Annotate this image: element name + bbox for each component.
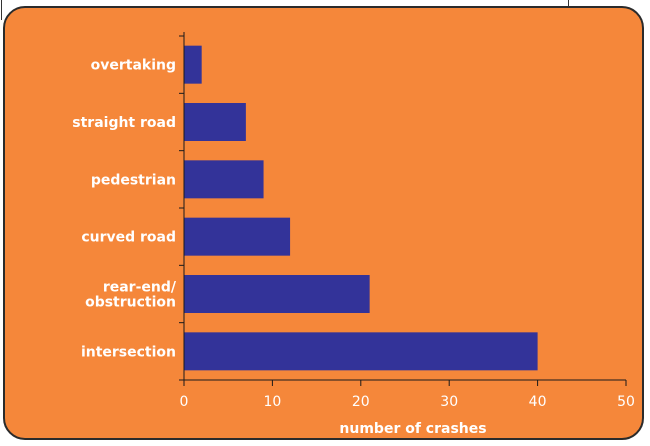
x-tick-labels: 0 10 20 30 40 50 <box>180 394 635 410</box>
category-label-5: intersection <box>81 344 176 360</box>
category-label-1: straight road <box>72 115 176 131</box>
x-tick-label-1: 10 <box>263 394 281 410</box>
page-edge-line-left <box>1 0 2 20</box>
category-label-line: pedestrian <box>91 172 176 188</box>
bar-5 <box>184 332 538 371</box>
category-label-line: straight road <box>72 115 176 131</box>
bar-1 <box>184 103 246 141</box>
x-tick-label-4: 40 <box>529 394 547 410</box>
bar-4 <box>184 275 370 313</box>
category-label-3: curved road <box>81 230 176 246</box>
x-tick-label-2: 20 <box>352 394 370 410</box>
x-tick-label-5: 50 <box>617 394 635 410</box>
category-label-0: overtaking <box>91 58 176 74</box>
x-tick-label-3: 30 <box>440 394 458 410</box>
x-tick-label-0: 0 <box>180 394 189 410</box>
x-axis <box>183 379 627 386</box>
category-label-4: rear-end/obstruction <box>85 280 177 311</box>
x-axis-title: number of crashes <box>339 421 486 437</box>
bar-3 <box>184 217 291 256</box>
category-labels: overtaking straight road pedestrian curved … <box>72 58 177 361</box>
category-label-2: pedestrian <box>91 172 176 188</box>
category-label-line: intersection <box>81 344 176 360</box>
category-label-line: rear-end/ <box>103 280 177 296</box>
y-axis <box>179 32 185 381</box>
category-label-line: overtaking <box>91 58 176 74</box>
category-label-line: curved road <box>81 230 176 246</box>
bar-0 <box>184 45 202 84</box>
category-label-line: obstruction <box>85 295 176 311</box>
bar-2 <box>184 160 264 199</box>
bars-group <box>184 45 538 371</box>
